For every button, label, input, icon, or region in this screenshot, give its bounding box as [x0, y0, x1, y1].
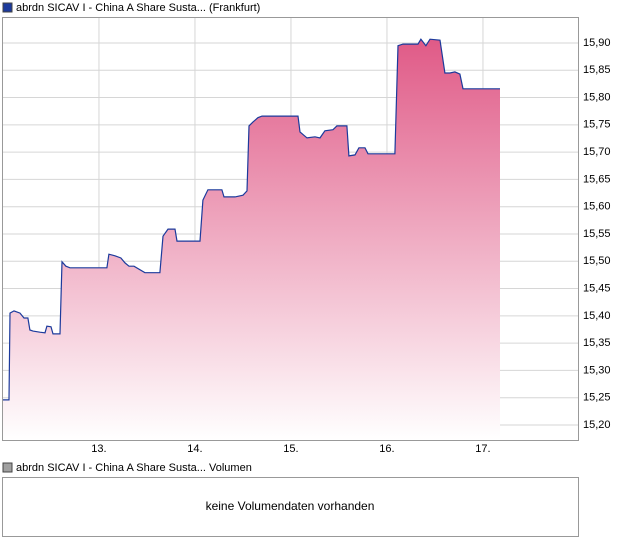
x-tick-label: 17.: [475, 443, 490, 455]
y-tick-label: 15,20: [583, 419, 611, 431]
legend-label: abrdn SICAV I - China A Share Susta... V…: [16, 462, 252, 474]
y-tick-label: 15,60: [583, 201, 611, 213]
y-tick-label: 15,30: [583, 364, 611, 376]
x-tick-label: 13.: [91, 443, 106, 455]
y-tick-label: 15,55: [583, 228, 611, 240]
volume-frame: [2, 477, 579, 537]
x-tick-label: 16.: [379, 443, 394, 455]
price-line: [2, 38, 500, 401]
y-tick-label: 15,75: [583, 119, 611, 131]
y-tick-label: 15,25: [583, 392, 611, 404]
x-tick-label: 14.: [187, 443, 202, 455]
y-tick-label: 15,40: [583, 310, 611, 322]
y-tick-label: 15,70: [583, 146, 611, 158]
y-tick-label: 15,80: [583, 91, 611, 103]
no-data-message: keine Volumendaten vorhanden: [206, 499, 375, 513]
legend-swatch: [2, 2, 13, 13]
price-area: [2, 39, 500, 440]
y-tick-label: 15,65: [583, 173, 611, 185]
y-tick-label: 15,50: [583, 255, 611, 267]
legend-label: abrdn SICAV I - China A Share Susta... (…: [16, 2, 260, 14]
y-tick-label: 15,90: [583, 37, 611, 49]
x-tick-label: 15.: [283, 443, 298, 455]
y-tick-label: 15,45: [583, 282, 611, 294]
y-tick-label: 15,35: [583, 337, 611, 349]
y-tick-label: 15,85: [583, 64, 611, 76]
plot-frame: [2, 17, 579, 441]
legend-swatch: [2, 462, 13, 473]
